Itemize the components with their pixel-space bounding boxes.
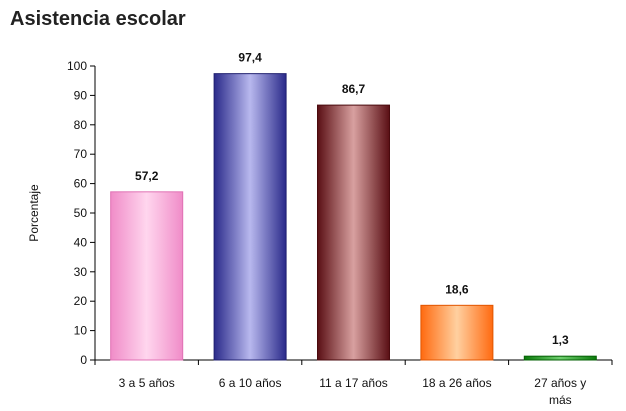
data-label: 57,2: [135, 169, 159, 183]
bars: [110, 73, 597, 361]
y-tick-label: 40: [74, 235, 88, 249]
y-tick-label: 10: [74, 324, 88, 338]
y-tick-label: 20: [74, 294, 88, 308]
y-tick-label: 80: [74, 118, 88, 132]
bar: [110, 191, 184, 361]
data-labels: 57,2 97,4 86,7 18,6 1,3: [135, 51, 569, 348]
x-axis-categories: 3 a 5 años 6 a 10 años 11 a 17 años 18 a 26…: [119, 376, 587, 407]
bar: [213, 73, 287, 361]
x-category-label: 18 a 26 años: [422, 376, 491, 390]
data-label: 1,3: [552, 333, 569, 347]
y-tick-label: 90: [74, 88, 88, 102]
x-category-label: 11 a 17 años: [319, 376, 388, 390]
y-axis-ticks: 0 10 20 30 40 50 60 70 80 90 100: [67, 59, 95, 367]
chart-title: Asistencia escolar: [10, 8, 186, 30]
data-label: 86,7: [342, 82, 366, 96]
bar: [317, 104, 390, 361]
y-tick-label: 70: [74, 147, 88, 161]
y-tick-label: 60: [74, 177, 88, 191]
y-axis-label: Porcentaje: [27, 184, 41, 242]
y-tick-label: 50: [74, 206, 88, 220]
x-category-label: más: [549, 393, 572, 407]
bar: [420, 304, 494, 361]
data-label: 18,6: [445, 282, 469, 296]
y-tick-label: 30: [74, 265, 88, 279]
x-category-label: 27 años y: [534, 376, 586, 390]
data-label: 97,4: [238, 51, 262, 65]
x-category-label: 3 a 5 años: [119, 376, 175, 390]
x-category-label: 6 a 10 años: [219, 376, 282, 390]
y-tick-label: 0: [80, 353, 87, 367]
y-tick-label: 100: [67, 59, 87, 73]
bar: [523, 355, 597, 361]
